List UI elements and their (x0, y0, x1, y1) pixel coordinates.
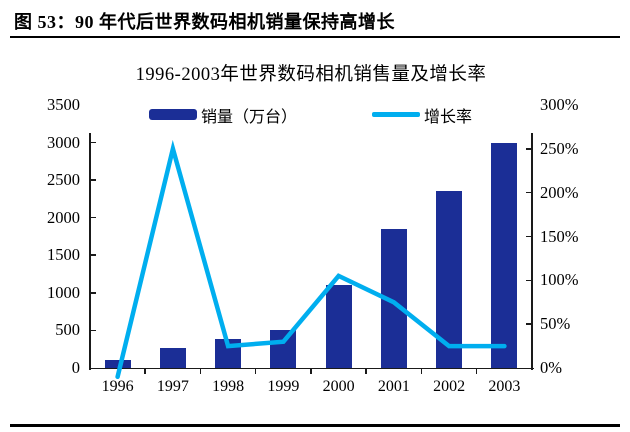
bar-2000 (325, 285, 352, 368)
y-tick-left (90, 216, 96, 219)
y-axis-left (89, 133, 91, 370)
y-tick-right (526, 235, 532, 238)
y-tick-label-right: 200% (540, 182, 579, 202)
x-tick-label: 1999 (267, 378, 300, 395)
x-tick (310, 369, 312, 374)
y-tick-left (90, 292, 96, 294)
y-tick-right (526, 148, 532, 150)
y-tick-label-right: 50% (540, 314, 571, 334)
y-tick-label-right: 250% (540, 138, 579, 158)
y-tick-right (526, 191, 532, 194)
y-tick-label-left: 0 (71, 358, 80, 377)
x-tick (475, 369, 478, 374)
y-tick-label-left: 1500 (47, 245, 80, 265)
y-tick-label-left: 3500 (47, 95, 80, 114)
y-tick-left (90, 179, 96, 181)
y-axis-right (531, 133, 533, 370)
x-tick-label: 2000 (322, 378, 355, 395)
legend-growth-label: 增长率 (424, 109, 473, 126)
x-tick (420, 369, 423, 374)
legend-sales-swatch (149, 109, 197, 120)
y-tick-label-left: 1000 (47, 282, 80, 302)
x-tick (199, 369, 202, 374)
x-tick-label: 1996 (101, 378, 134, 395)
bar-1997 (159, 347, 186, 368)
bar-2003 (491, 142, 518, 368)
x-tick-label: 1998 (212, 378, 245, 395)
x-tick (365, 369, 367, 374)
bar-2001 (380, 228, 407, 368)
y-tick-label-right: 300% (540, 95, 579, 114)
x-tick-label: 2003 (488, 378, 521, 395)
y-tick-label-right: 100% (540, 270, 579, 290)
y-tick-label-left: 2500 (47, 170, 80, 190)
legend-sales-label: 销量（万台） (201, 109, 298, 126)
y-tick-right (526, 279, 532, 282)
x-tick-label: 1997 (156, 378, 189, 395)
y-tick-label-left: 2000 (47, 207, 80, 227)
y-tick-left (90, 254, 96, 256)
header-rule (10, 36, 620, 38)
x-tick-label: 2002 (433, 378, 466, 395)
y-tick-right (526, 323, 532, 325)
y-tick-label-right: 0% (540, 358, 562, 377)
y-tick-left (90, 141, 96, 144)
bar-1998 (215, 339, 242, 368)
x-tick (254, 369, 257, 374)
chart-title: 1996-2003年世界数码相机销售量及增长率 (135, 65, 487, 85)
legend-growth-swatch (372, 112, 420, 117)
x-tick (144, 369, 146, 374)
y-tick-label-left: 500 (55, 320, 80, 340)
y-tick-left (90, 329, 96, 332)
bar-2002 (436, 190, 463, 368)
y-tick-label-left: 3000 (47, 132, 80, 152)
figure-header: 图 53：90 年代后世界数码相机销量保持高增长 (14, 12, 395, 32)
y-tick-label-right: 150% (540, 226, 579, 246)
bottom-rule (10, 424, 620, 427)
x-tick-label: 2001 (377, 378, 410, 395)
bar-1999 (270, 330, 297, 368)
